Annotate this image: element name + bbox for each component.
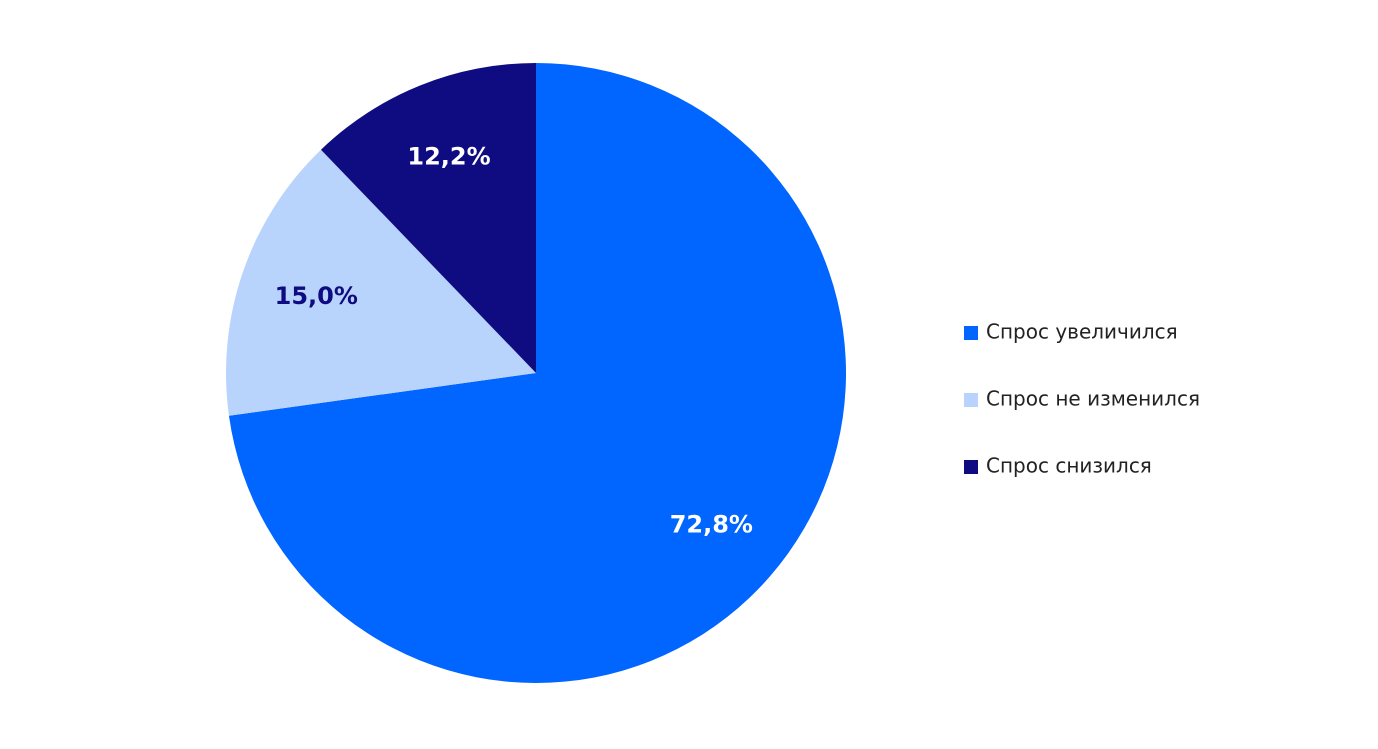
legend-label: Спрос увеличился	[986, 320, 1178, 344]
legend-swatch	[964, 460, 978, 474]
legend-swatch	[964, 326, 978, 340]
value-label: 12,2%	[407, 142, 490, 170]
pie-slice	[228, 63, 847, 683]
pie-slice	[226, 149, 536, 416]
pie-slice	[320, 63, 536, 373]
legend-label: Спрос не изменился	[986, 387, 1200, 411]
value-label: 15,0%	[275, 282, 358, 310]
legend-label: Спрос снизился	[986, 454, 1152, 478]
value-label: 72,8%	[670, 511, 753, 539]
legend-swatch	[964, 393, 978, 407]
